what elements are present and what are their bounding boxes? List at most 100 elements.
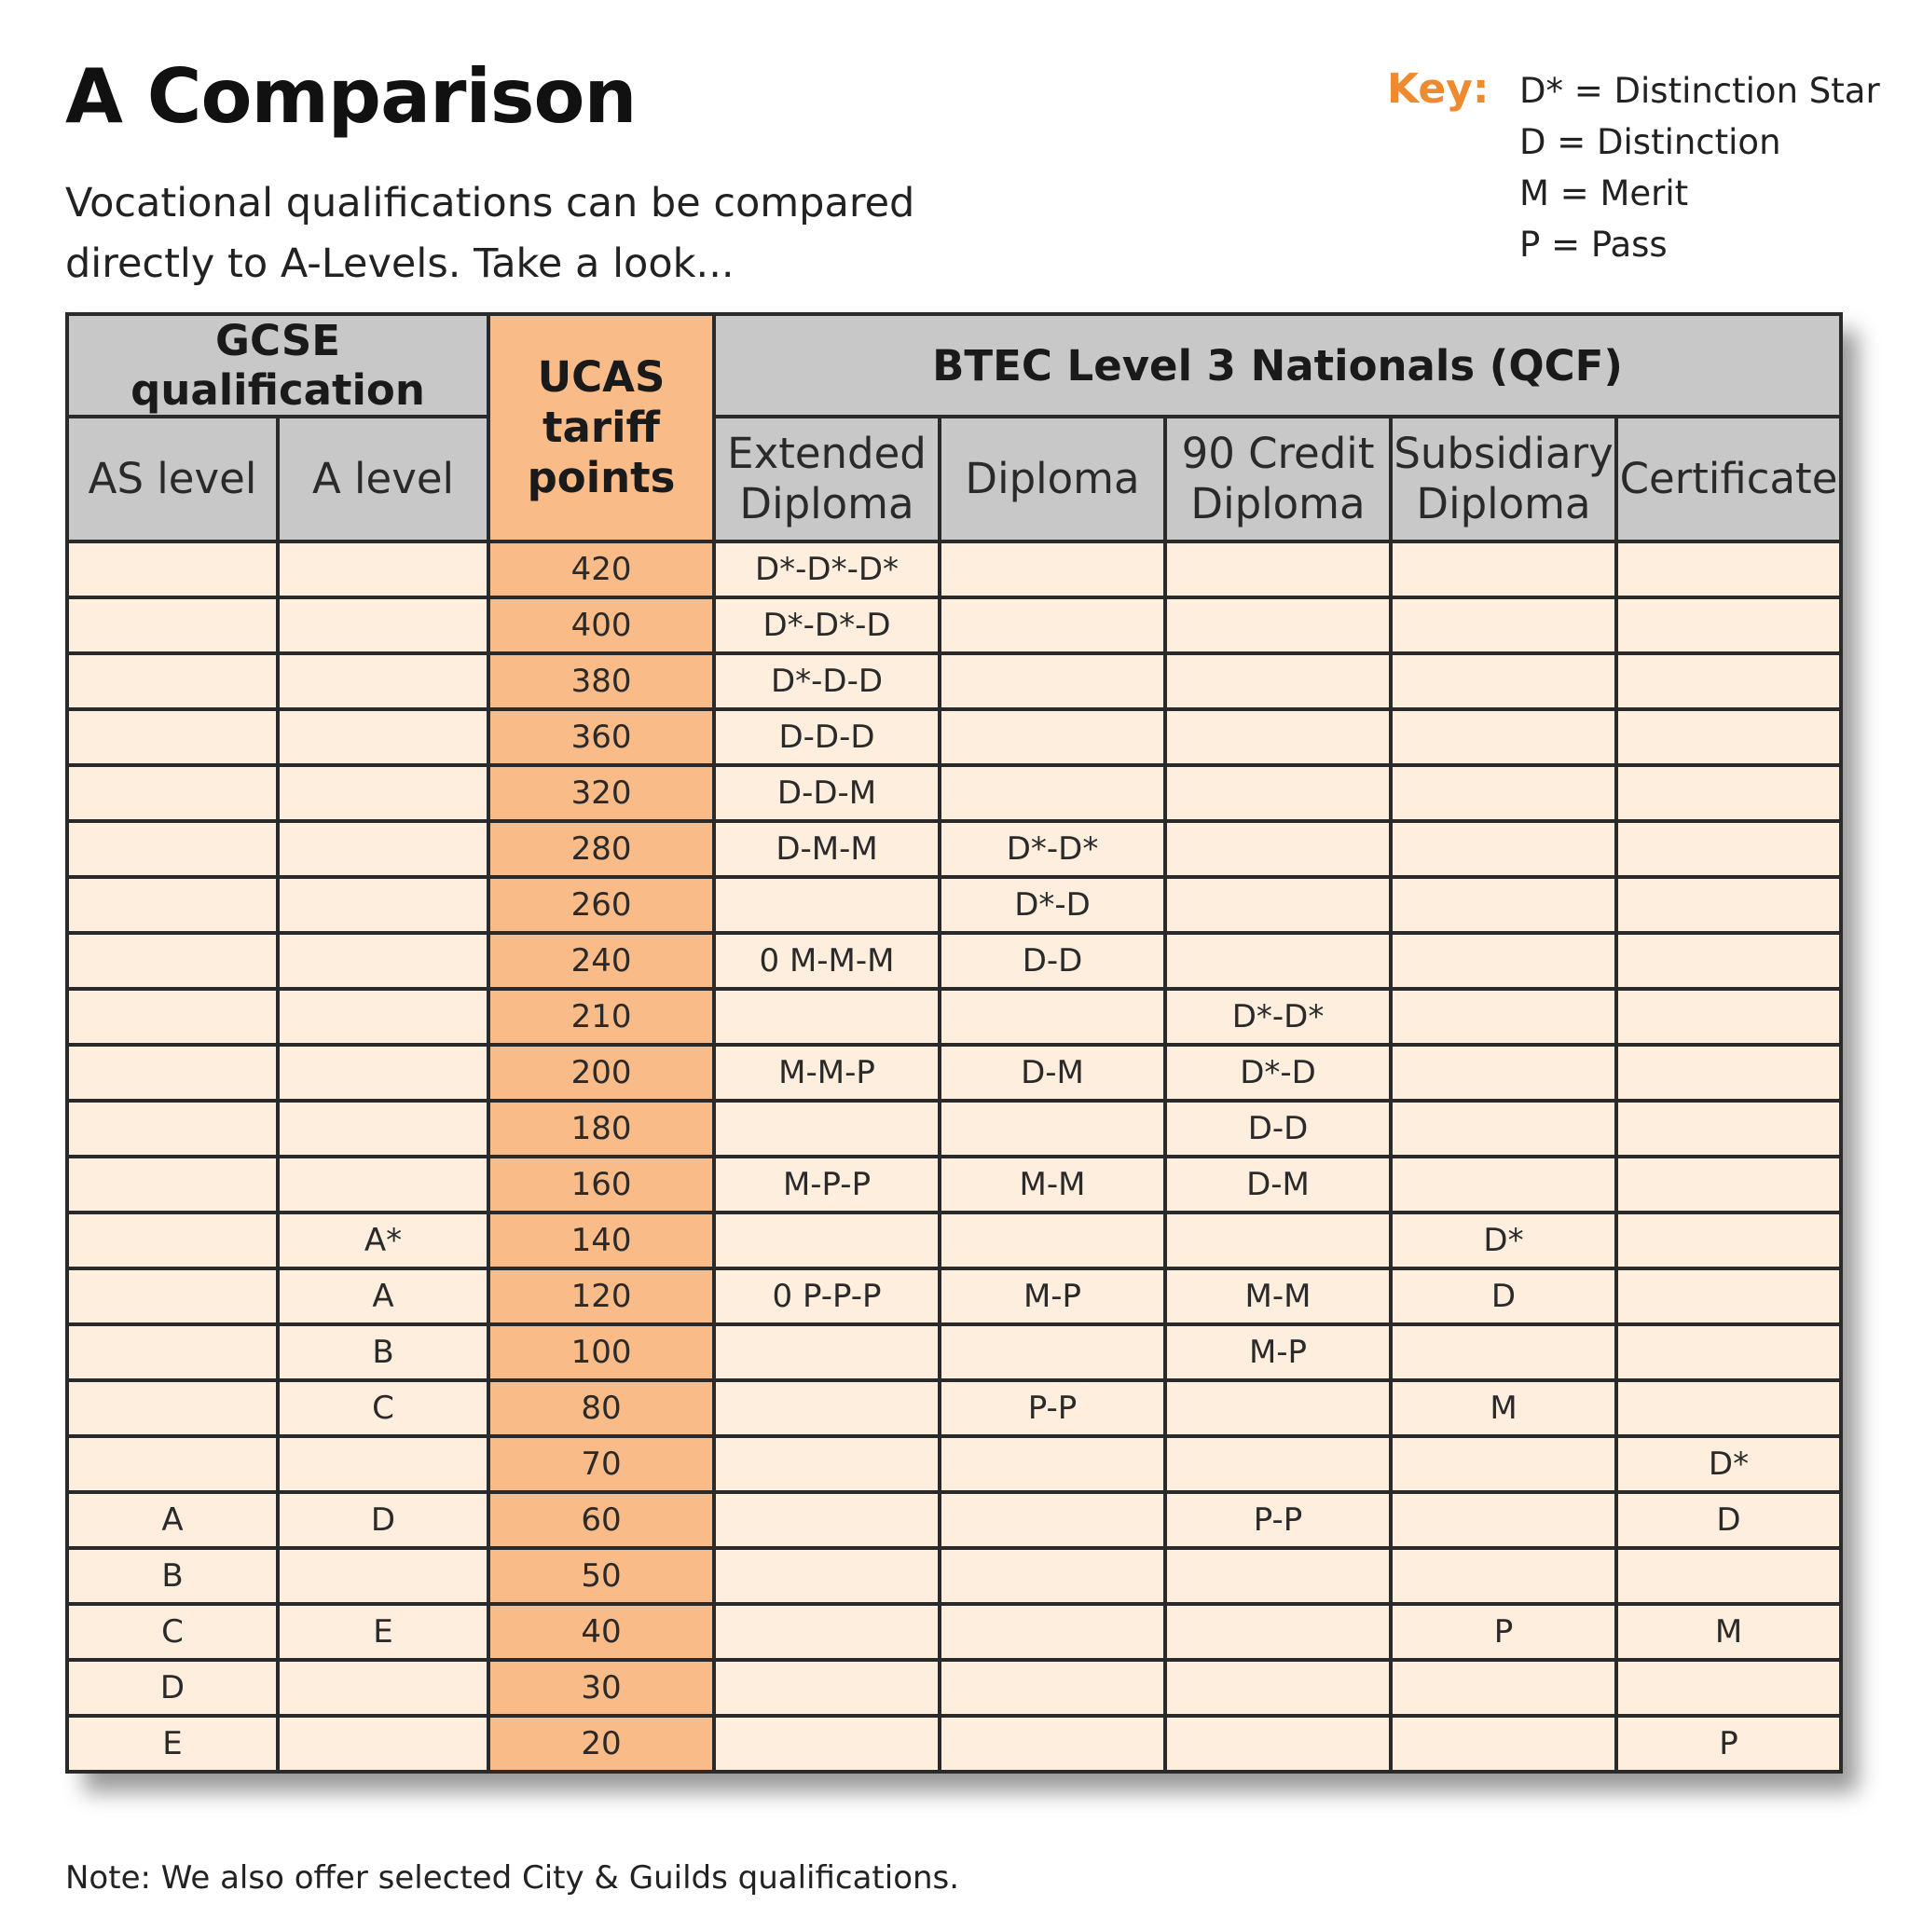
subsidiary-diploma-cell: D* [1389, 1211, 1619, 1270]
diploma-cell [938, 1546, 1168, 1606]
subsidiary-diploma-cell: M [1389, 1378, 1619, 1438]
certificate-cell [1614, 819, 1844, 879]
certificate-cell [1614, 540, 1844, 599]
90-credit-diploma-cell: D*-D [1163, 1043, 1394, 1103]
as-level-cell [65, 931, 280, 991]
subsidiary-diploma-cell: P [1389, 1602, 1619, 1662]
90-credit-diploma-cell: P-P [1163, 1490, 1394, 1550]
ucas-points-cell: 80 [487, 1378, 717, 1438]
key-item-merit: M = Merit [1519, 173, 1689, 213]
a-level-cell [275, 1155, 491, 1214]
diploma-cell [938, 651, 1168, 711]
table-row: 260 D*-D [65, 875, 1844, 935]
certificate-cell [1614, 1267, 1844, 1326]
90-credit-diploma-cell [1163, 819, 1394, 879]
extended-diploma-cell [712, 1322, 942, 1382]
subsidiary-diploma-cell [1389, 651, 1619, 711]
extended-diploma-cell: D*-D*-D [712, 596, 942, 655]
certificate-cell [1614, 1099, 1844, 1158]
ucas-points-cell: 320 [487, 763, 717, 823]
table-row: E 20 P [65, 1714, 1844, 1774]
ucas-points-cell: 50 [487, 1546, 717, 1606]
subsidiary-diploma-cell [1389, 707, 1619, 767]
subsidiary-diploma-cell [1389, 1434, 1619, 1494]
table-row: 360 D-D-D [65, 707, 1844, 767]
ucas-points-cell: 280 [487, 819, 717, 879]
ucas-points-cell: 30 [487, 1658, 717, 1718]
subsidiary-diploma-cell [1389, 1155, 1619, 1214]
ucas-points-cell: 380 [487, 651, 717, 711]
diploma-cell [938, 1602, 1168, 1662]
diploma-cell [938, 707, 1168, 767]
ucas-points-cell: 420 [487, 540, 717, 599]
certificate-cell [1614, 1155, 1844, 1214]
subsidiary-diploma-cell [1389, 931, 1619, 991]
subsidiary-diploma-cell [1389, 1546, 1619, 1606]
extended-diploma-cell [712, 1434, 942, 1494]
ucas-points-cell: 20 [487, 1714, 717, 1774]
table-row: 320 D-D-M [65, 763, 1844, 823]
extended-diploma-cell: M-P-P [712, 1155, 942, 1214]
column-header-subsidiary-diploma: Subsidiary Diploma [1389, 415, 1619, 543]
certificate-cell [1614, 875, 1844, 935]
page-subtitle: Vocational qualifications can be compare… [65, 180, 915, 287]
a-level-cell [275, 875, 491, 935]
as-level-cell [65, 763, 280, 823]
a-level-cell: A [275, 1267, 491, 1326]
a-level-cell [275, 707, 491, 767]
a-level-cell [275, 540, 491, 599]
90-credit-diploma-cell [1163, 1546, 1394, 1606]
certificate-cell: D* [1614, 1434, 1844, 1494]
diploma-cell [938, 1211, 1168, 1270]
90-credit-diploma-cell: D-D [1163, 1099, 1394, 1158]
extended-diploma-cell: D-M-M [712, 819, 942, 879]
as-level-cell [65, 540, 280, 599]
certificate-cell [1614, 987, 1844, 1047]
certificate-cell [1614, 596, 1844, 655]
as-level-cell [65, 819, 280, 879]
comparison-table-container: GCSE qualification UCAS tariff points BT… [64, 312, 1844, 1774]
column-header-extended-diploma: Extended Diploma [712, 415, 942, 543]
90-credit-diploma-cell [1163, 596, 1394, 655]
extended-diploma-cell: D*-D-D [712, 651, 942, 711]
as-level-cell [65, 707, 280, 767]
certificate-cell [1614, 763, 1844, 823]
extended-diploma-cell: D-D-D [712, 707, 942, 767]
extended-diploma-cell: D-D-M [712, 763, 942, 823]
column-header-certificate: Certificate [1614, 415, 1844, 543]
column-header-90-credit-diploma: 90 Credit Diploma [1163, 415, 1394, 543]
extended-diploma-cell [712, 1378, 942, 1438]
table-row: D 30 [65, 1658, 1844, 1718]
column-header-diploma: Diploma [938, 415, 1168, 543]
table-row: 380 D*-D-D [65, 651, 1844, 711]
extended-diploma-cell: M-M-P [712, 1043, 942, 1103]
gcse-group-header: GCSE qualification [64, 312, 491, 418]
diploma-cell: M-P [938, 1267, 1168, 1326]
table-row: A 120 0 P-P-P M-P M-M D [65, 1267, 1844, 1326]
diploma-cell [938, 1490, 1168, 1550]
as-level-cell [65, 1267, 280, 1326]
table-row: B 50 [65, 1546, 1844, 1606]
as-level-cell [65, 987, 280, 1047]
a-level-cell: E [275, 1602, 491, 1662]
subsidiary-diploma-cell [1389, 819, 1619, 879]
diploma-cell: P-P [938, 1378, 1168, 1438]
certificate-cell: D [1614, 1490, 1844, 1550]
table-row: 210 D*-D* [65, 987, 1844, 1047]
table-row: A* 140 D* [65, 1211, 1844, 1270]
90-credit-diploma-cell: D*-D* [1163, 987, 1394, 1047]
a-level-cell [275, 931, 491, 991]
diploma-cell [938, 763, 1168, 823]
subsidiary-diploma-cell [1389, 1714, 1619, 1774]
as-level-cell [65, 1099, 280, 1158]
key-item-distinction: D = Distinction [1519, 122, 1781, 162]
a-level-cell [275, 1099, 491, 1158]
ucas-points-cell: 60 [487, 1490, 717, 1550]
a-level-cell: B [275, 1322, 491, 1382]
extended-diploma-cell: 0 M-M-M [712, 931, 942, 991]
90-credit-diploma-cell [1163, 1211, 1394, 1270]
page-title: A Comparison [65, 53, 637, 140]
diploma-cell [938, 1322, 1168, 1382]
a-level-cell [275, 1714, 491, 1774]
a-level-cell [275, 596, 491, 655]
